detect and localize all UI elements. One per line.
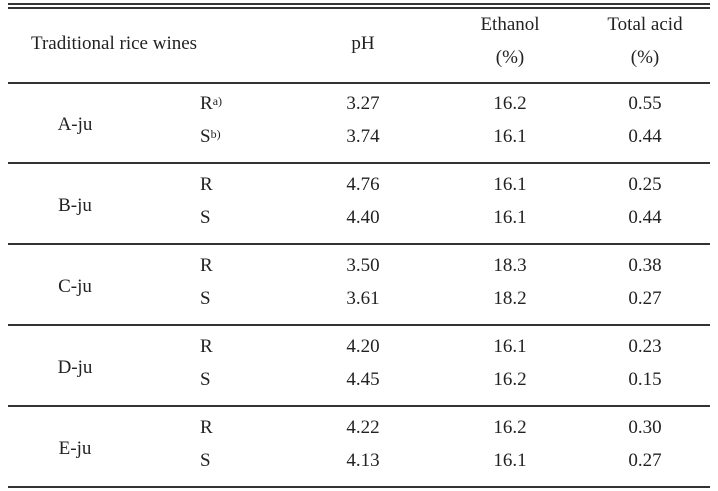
group-label: C-ju [58,276,92,297]
group-label: A-ju [57,114,93,135]
sample-label: R [200,336,213,358]
sample-code: S [200,207,211,228]
group-label: B-ju [58,195,92,216]
footnote-marker: b) [210,127,221,141]
group-separator [8,162,710,164]
ethanol-value: 16.1 [493,126,527,147]
ph-value: 3.74 [346,126,380,147]
total-acid-value: 0.15 [628,369,662,390]
top-rule [8,3,710,5]
total-acid-value: 0.25 [628,174,662,195]
sample-label: S [200,288,211,310]
header-rule [8,82,710,84]
total-acid-value: 0.55 [628,93,662,114]
sample-label: S [200,450,211,472]
sample-label: Sb) [200,126,221,148]
ethanol-value: 16.2 [493,417,527,438]
total-acid-value: 0.27 [628,288,662,309]
sample-code: R [200,417,213,438]
sample-label: R [200,174,213,196]
ph-value: 4.45 [346,369,380,390]
total-acid-value: 0.44 [628,207,662,228]
sample-label: S [200,207,211,229]
sample-code: S [200,126,211,147]
sample-label: S [200,369,211,391]
total-acid-value: 0.23 [628,336,662,357]
ethanol-value: 16.2 [493,93,527,114]
ethanol-value: 16.1 [493,450,527,471]
ph-value: 4.76 [346,174,380,195]
total-acid-value: 0.27 [628,450,662,471]
group-separator [8,324,710,326]
ethanol-value: 16.2 [493,369,527,390]
sample-code: S [200,369,211,390]
sample-code: R [200,93,213,114]
ethanol-value: 18.3 [493,255,527,276]
footnote-marker: a) [212,94,223,108]
header-ph: pH [351,33,375,54]
ph-value: 3.50 [346,255,380,276]
ph-value: 4.22 [346,417,380,438]
sample-code: R [200,255,213,276]
sample-label: R [200,255,213,277]
total-acid-value: 0.44 [628,126,662,147]
header-ethanol: Ethanol [480,14,540,35]
sample-code: R [200,336,213,357]
sample-code: S [200,288,211,309]
header-total-acid-unit: (%) [630,47,660,68]
ph-value: 3.27 [346,93,380,114]
total-acid-value: 0.38 [628,255,662,276]
header-total-acid: Total acid [607,14,683,35]
ethanol-value: 18.2 [493,288,527,309]
sample-code: S [200,450,211,471]
ph-value: 4.40 [346,207,380,228]
sample-code: R [200,174,213,195]
sample-label: R [200,417,213,439]
ethanol-value: 16.1 [493,336,527,357]
ethanol-value: 16.1 [493,174,527,195]
group-label: D-ju [57,357,93,378]
ph-value: 3.61 [346,288,380,309]
bottom-rule [8,486,710,488]
group-separator [8,243,710,245]
ph-value: 4.13 [346,450,380,471]
header-wines: Traditional rice wines [31,33,198,54]
top-rule-inner [8,7,710,9]
sample-label: Ra) [200,93,222,115]
group-separator [8,405,710,407]
total-acid-value: 0.30 [628,417,662,438]
ph-value: 4.20 [346,336,380,357]
ethanol-value: 16.1 [493,207,527,228]
header-ethanol-unit: (%) [495,47,525,68]
group-label: E-ju [58,438,92,459]
